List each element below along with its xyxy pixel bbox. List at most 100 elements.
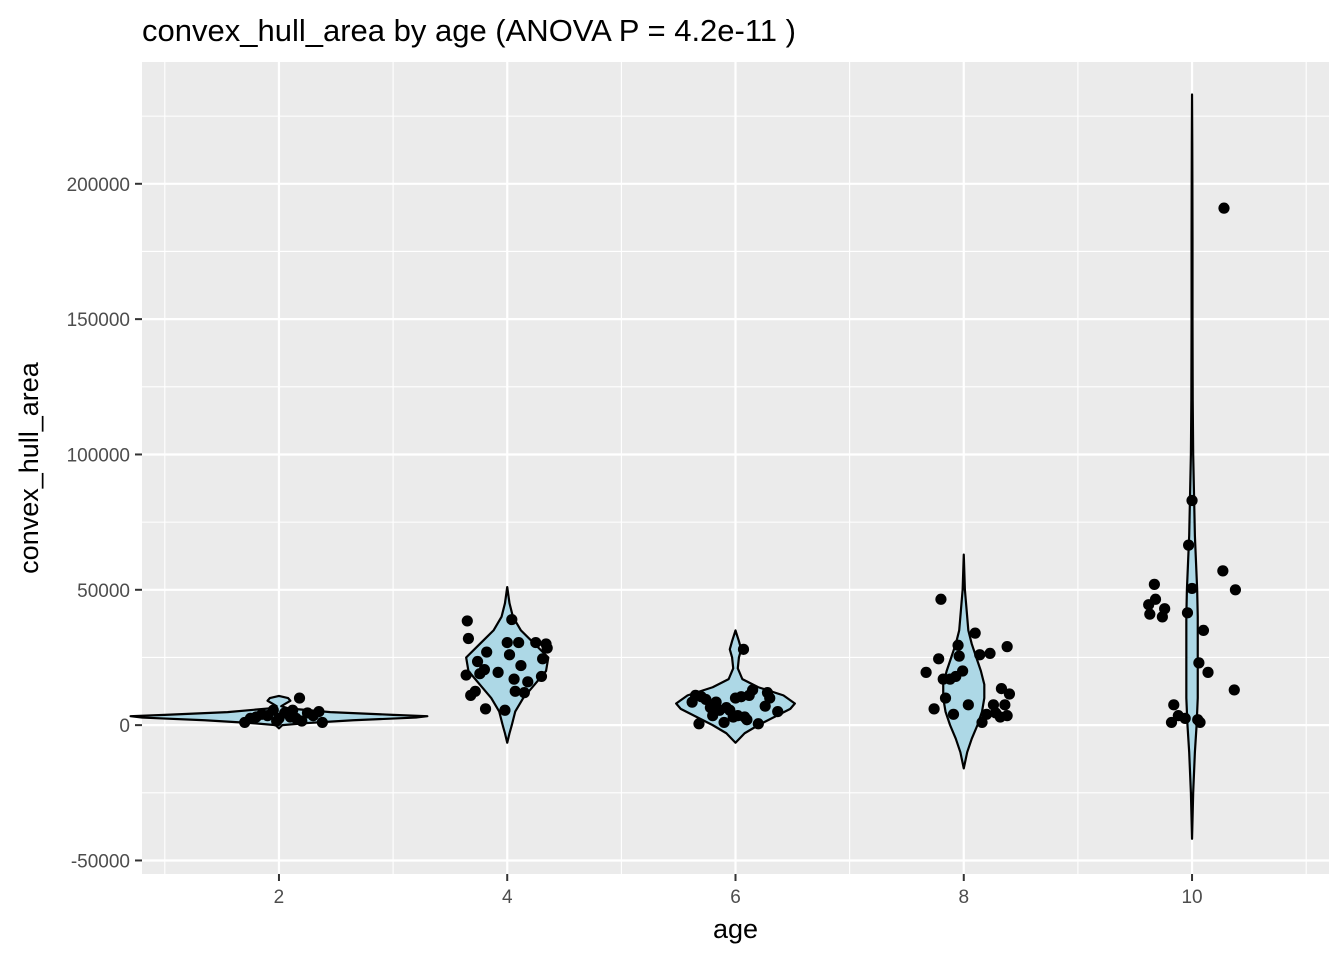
- data-point: [513, 636, 525, 649]
- data-point: [287, 704, 299, 716]
- data-point: [995, 682, 1008, 695]
- data-point: [939, 692, 952, 704]
- data-point: [492, 666, 504, 678]
- data-point: [747, 684, 759, 696]
- data-point: [962, 699, 974, 711]
- data-point: [1003, 688, 1016, 700]
- data-point: [980, 708, 993, 720]
- data-point: [1001, 710, 1013, 722]
- violin-age-2: [129, 694, 429, 730]
- y-axis-title: convex_hull_area: [14, 361, 44, 574]
- data-point: [947, 708, 960, 720]
- data-point: [1186, 494, 1198, 507]
- data-points: [239, 202, 1242, 730]
- data-point: [479, 703, 492, 715]
- data-point: [506, 613, 518, 626]
- data-point: [1179, 712, 1191, 724]
- data-point: [1202, 666, 1214, 678]
- violin-age-10: [1185, 93, 1199, 840]
- y-axis-ticks: -50000 0 50000 100000 150000 200000: [67, 175, 142, 872]
- data-point: [741, 714, 753, 726]
- data-point: [920, 666, 932, 678]
- data-point: [935, 593, 947, 605]
- data-point: [693, 718, 705, 730]
- data-point: [541, 642, 553, 654]
- data-point: [478, 664, 491, 676]
- data-point: [469, 685, 481, 697]
- data-point: [460, 669, 472, 681]
- data-point: [508, 673, 520, 685]
- y-tick-label: 100000: [67, 445, 130, 466]
- data-point: [530, 636, 542, 649]
- data-point: [313, 706, 325, 718]
- data-point: [928, 703, 940, 715]
- data-point: [499, 704, 511, 716]
- data-point: [752, 718, 764, 730]
- data-point: [535, 670, 548, 683]
- x-tick-label: 2: [274, 887, 285, 908]
- y-tick-label: 0: [119, 716, 130, 737]
- y-tick-label: 200000: [67, 175, 130, 196]
- data-point: [1165, 716, 1178, 729]
- x-axis-title: age: [713, 914, 758, 944]
- x-axis-ticks: 2 4 6 8 10: [274, 874, 1203, 908]
- data-point: [271, 715, 283, 727]
- data-point: [700, 693, 712, 706]
- data-point: [974, 649, 986, 661]
- data-point: [718, 716, 730, 729]
- data-point: [984, 647, 996, 660]
- x-tick-label: 8: [958, 887, 969, 908]
- x-tick-label: 10: [1181, 887, 1202, 908]
- data-point: [764, 692, 776, 704]
- y-tick-label: -50000: [71, 851, 130, 872]
- data-point: [1148, 578, 1160, 590]
- data-point: [293, 692, 306, 704]
- data-point: [503, 649, 516, 661]
- x-tick-label: 6: [730, 887, 741, 908]
- data-point: [316, 716, 328, 729]
- data-point: [957, 665, 969, 677]
- data-point: [461, 615, 473, 627]
- data-point: [1149, 593, 1162, 605]
- y-tick-label: 150000: [67, 310, 130, 331]
- data-point: [737, 643, 750, 655]
- data-point: [772, 706, 784, 718]
- data-point: [1144, 608, 1156, 620]
- data-point: [522, 676, 534, 688]
- data-point: [501, 636, 513, 649]
- data-point: [1168, 699, 1180, 711]
- data-point: [759, 700, 771, 712]
- data-point: [518, 687, 530, 699]
- data-point: [976, 716, 988, 729]
- data-point: [1159, 603, 1171, 615]
- data-point: [1183, 539, 1195, 551]
- data-point: [471, 655, 484, 668]
- data-point: [1181, 607, 1194, 619]
- data-point: [462, 632, 475, 645]
- data-point: [509, 685, 521, 697]
- data-point: [296, 715, 308, 727]
- data-point: [999, 699, 1011, 711]
- data-point: [1186, 582, 1198, 595]
- data-point: [515, 659, 527, 672]
- data-point: [1229, 584, 1242, 596]
- violins: [129, 93, 1199, 840]
- data-point: [1217, 565, 1229, 577]
- data-point: [953, 650, 965, 662]
- data-point: [1218, 202, 1230, 214]
- data-point: [1194, 716, 1206, 729]
- data-point: [969, 627, 981, 639]
- data-point: [537, 653, 549, 665]
- data-point: [1193, 657, 1205, 669]
- data-point: [1228, 684, 1240, 696]
- x-tick-label: 4: [502, 887, 513, 908]
- data-point: [1001, 641, 1013, 653]
- data-point: [481, 646, 493, 658]
- data-point: [933, 653, 945, 665]
- data-point: [952, 639, 964, 651]
- violin-age-6: [675, 629, 796, 744]
- data-point: [1197, 624, 1210, 637]
- chart-title: convex_hull_area by age (ANOVA P = 4.2e-…: [142, 13, 796, 48]
